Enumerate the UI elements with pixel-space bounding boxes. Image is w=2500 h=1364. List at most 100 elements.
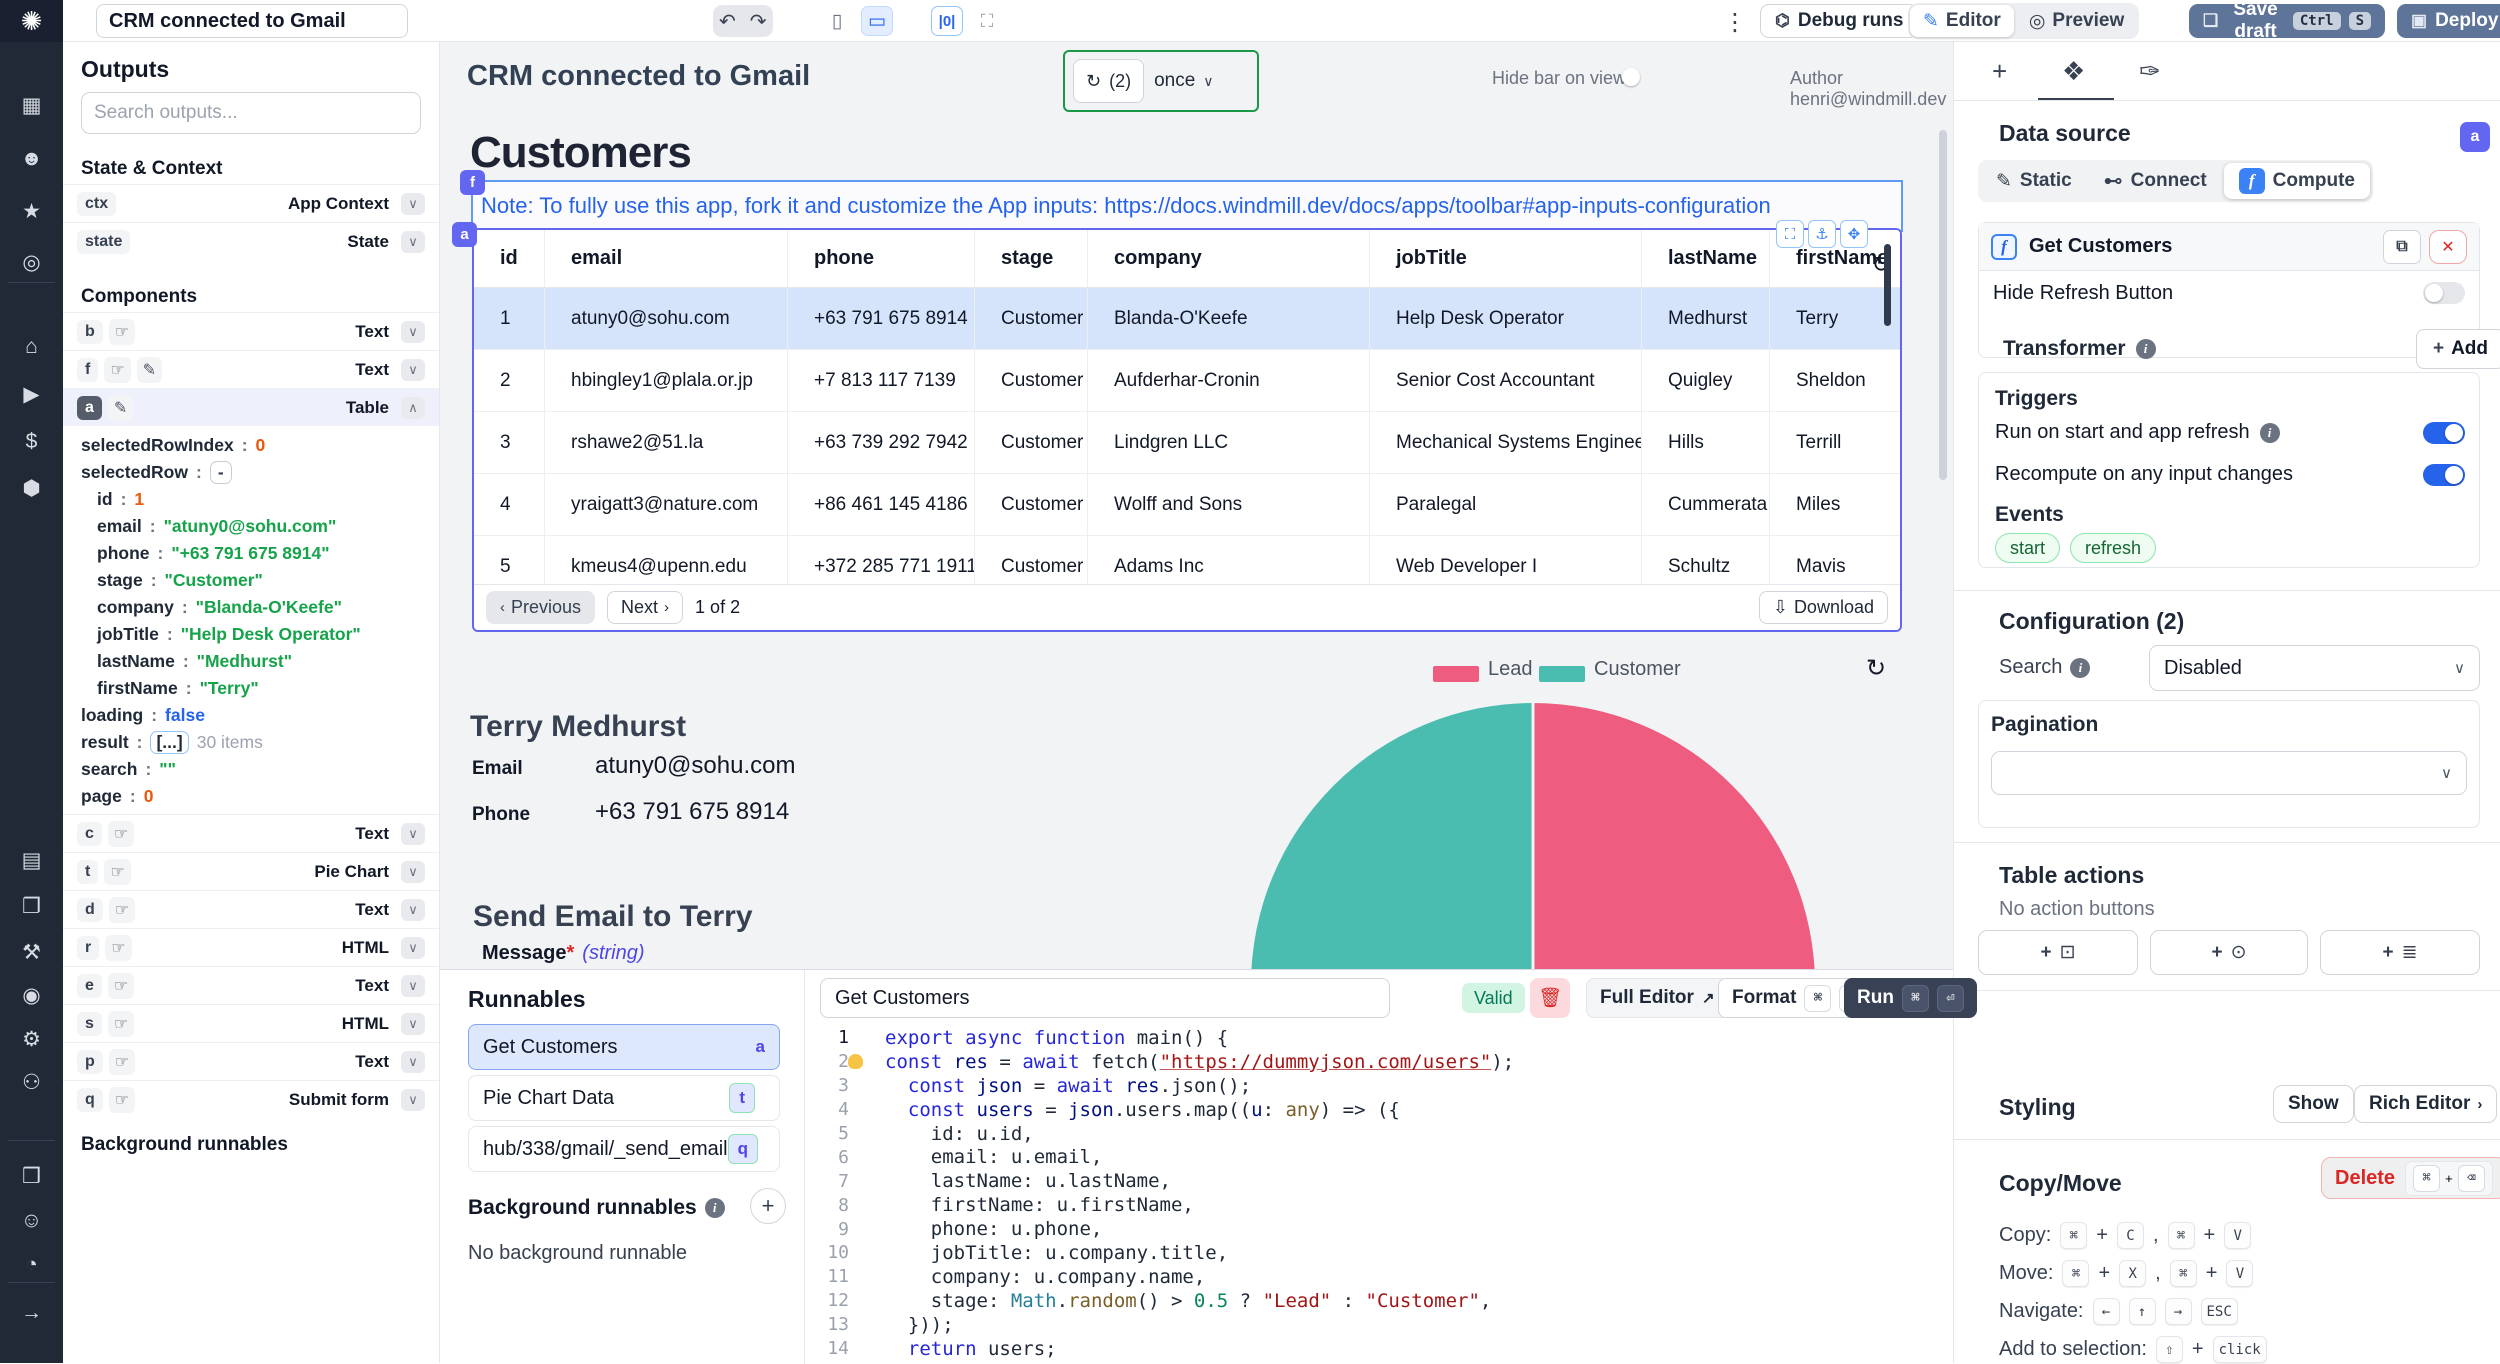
app-refresh-button[interactable]: ↻ (2) bbox=[1073, 59, 1145, 103]
column-header-firstName[interactable]: firstName bbox=[1796, 247, 1889, 269]
legend-swatch-customer[interactable] bbox=[1539, 666, 1585, 682]
runnable-item-q[interactable]: hub/338/gmail/_send_email q bbox=[468, 1126, 780, 1172]
output-tree-lastName[interactable]: lastName: "Medhurst" bbox=[97, 651, 293, 671]
legend-swatch-lead[interactable] bbox=[1433, 666, 1479, 682]
ai-robot-icon[interactable]: ⚇ bbox=[22, 1071, 41, 1094]
component-item-t[interactable]: t ☞ Pie Chart ∨ bbox=[63, 852, 439, 890]
hide-refresh-toggle[interactable] bbox=[2423, 282, 2465, 304]
canvas-scrollbar[interactable] bbox=[1939, 130, 1947, 480]
code-line[interactable]: 13 })); bbox=[805, 1313, 1953, 1337]
github-icon[interactable]: ◔ bbox=[25, 1253, 38, 1276]
component-item-b[interactable]: b ☞ Text ∨ bbox=[63, 312, 439, 350]
chevron-icon[interactable]: ∨ bbox=[401, 822, 425, 845]
chevron-icon[interactable]: ∨ bbox=[401, 860, 425, 883]
output-tree-company[interactable]: company: "Blanda-O'Keefe" bbox=[97, 597, 342, 617]
billing-dollar-icon[interactable]: $ bbox=[25, 430, 38, 453]
code-line[interactable]: 4 const users = json.users.map((u: any) … bbox=[805, 1098, 1953, 1122]
more-menu-icon[interactable]: ⋮ bbox=[1723, 9, 1747, 36]
code-line[interactable]: 1 export async function main() { bbox=[805, 1026, 1953, 1050]
component-item-s[interactable]: s ☞ HTML ∨ bbox=[63, 1004, 439, 1042]
state-item-ctx[interactable]: ctx App Context ∨ bbox=[63, 184, 439, 222]
chevron-icon[interactable]: ∨ bbox=[401, 358, 425, 381]
fullwidth-icon[interactable]: ⛶ bbox=[980, 10, 994, 31]
component-item-q[interactable]: q ☞ Submit form ∨ bbox=[63, 1080, 439, 1118]
settings-gear-icon[interactable]: ⚙ bbox=[22, 1028, 41, 1051]
state-item-state[interactable]: state State ∨ bbox=[63, 222, 439, 260]
output-tree-jobTitle[interactable]: jobTitle: "Help Desk Operator" bbox=[97, 624, 361, 644]
output-tree-result[interactable]: result: [...] 30 items bbox=[81, 731, 263, 754]
code-line[interactable]: 11 company: u.company.name, bbox=[805, 1265, 1953, 1289]
code-editor[interactable]: 1 export async function main() {2 const re… bbox=[805, 1026, 1953, 1364]
move-component-icon[interactable]: ✥ bbox=[1840, 220, 1868, 248]
code-line[interactable]: 10 jobTitle: u.company.title, bbox=[805, 1241, 1953, 1265]
tab-styling-brush-icon[interactable]: ✑ bbox=[2139, 56, 2161, 86]
column-header-phone[interactable]: phone bbox=[788, 230, 975, 287]
chevron-icon[interactable]: ∨ bbox=[401, 1012, 425, 1035]
desktop-view-icon[interactable]: ▭ bbox=[861, 6, 893, 36]
component-item-c[interactable]: c ☞ Text ∨ bbox=[63, 814, 439, 852]
output-tree-page[interactable]: page:0 bbox=[81, 786, 154, 806]
chevron-icon[interactable]: ∨ bbox=[401, 898, 425, 921]
expand-component-icon[interactable]: ⛶ bbox=[1776, 220, 1804, 248]
note-component-badge[interactable]: f bbox=[460, 170, 485, 195]
column-header-lastName[interactable]: lastName bbox=[1642, 230, 1770, 287]
next-page-button[interactable]: Next › bbox=[607, 591, 684, 624]
anchor-component-icon[interactable]: ⚓ bbox=[1808, 220, 1836, 248]
redo-icon[interactable]: ↷ bbox=[749, 10, 767, 33]
deploy-button[interactable]: ▣ Deploy ∨ bbox=[2397, 4, 2500, 38]
table-row[interactable]: 1 atuny0@sohu.com +63 791 675 8914 Customer… bbox=[474, 288, 1900, 350]
full-editor-button[interactable]: Full Editor ↗ bbox=[1586, 978, 1729, 1018]
chevron-icon[interactable]: ∨ bbox=[401, 1050, 425, 1073]
undo-icon[interactable]: ↶ bbox=[719, 10, 736, 33]
runs-play-icon[interactable]: ▶ bbox=[23, 383, 40, 406]
info-icon[interactable]: i bbox=[2070, 657, 2091, 678]
info-icon[interactable]: i bbox=[704, 1198, 725, 1218]
add-select-action-button[interactable]: + ≣ bbox=[2320, 930, 2480, 975]
groups-icon[interactable]: ◎ bbox=[22, 251, 41, 274]
chevron-icon[interactable]: ∨ bbox=[401, 936, 425, 959]
code-line[interactable]: 2 const res = await fetch("https://dummyj… bbox=[805, 1050, 1953, 1074]
table-row[interactable]: 4 yraigatt3@nature.com +86 461 145 4186 Cus… bbox=[474, 474, 1900, 536]
tab-settings-icon[interactable]: ❖ bbox=[2062, 56, 2086, 86]
code-line[interactable]: 9 phone: u.phone, bbox=[805, 1217, 1953, 1241]
run-button[interactable]: Run ⌘ ⏎ bbox=[1844, 978, 1977, 1018]
home-icon[interactable]: ⌂ bbox=[25, 335, 38, 358]
output-tree-selectedRowIndex[interactable]: selectedRowIndex:0 bbox=[81, 435, 266, 455]
runnable-row[interactable]: f Get Customers ⧉ ✕ bbox=[1979, 223, 2479, 271]
component-item-p[interactable]: p ☞ Text ∨ bbox=[63, 1042, 439, 1080]
workers-icon[interactable]: ⚒ bbox=[22, 941, 41, 964]
mode-static[interactable]: ✎ Static bbox=[1981, 163, 2087, 199]
stage-pie-chart[interactable] bbox=[1251, 703, 1815, 969]
output-tree-stage[interactable]: stage: "Customer" bbox=[97, 570, 263, 590]
resources-icon[interactable]: ⬢ bbox=[22, 477, 41, 500]
table-row[interactable]: 5 kmeus4@upenn.edu +372 285 771 1911 Custom… bbox=[474, 536, 1900, 588]
mobile-view-icon[interactable]: ▯ bbox=[831, 10, 843, 32]
code-line[interactable]: 14 return users; bbox=[805, 1337, 1953, 1361]
table-row[interactable]: 3 rshawe2@51.la +63 739 292 7942 Customer Li… bbox=[474, 412, 1900, 474]
component-item-e[interactable]: e ☞ Text ∨ bbox=[63, 966, 439, 1004]
chevron-down-icon[interactable]: ∨ bbox=[401, 192, 425, 215]
output-tree-email[interactable]: email: "atuny0@sohu.com" bbox=[97, 516, 337, 536]
column-header-stage[interactable]: stage bbox=[975, 230, 1088, 287]
pagination-select[interactable]: ∨ bbox=[1991, 751, 2467, 795]
output-tree-firstName[interactable]: firstName: "Terry" bbox=[97, 678, 259, 698]
component-item-a[interactable]: a ✎ Table ∧ bbox=[63, 388, 439, 426]
favorites-star-icon[interactable]: ★ bbox=[22, 200, 41, 223]
column-header-email[interactable]: email bbox=[545, 230, 788, 287]
audit-eye-icon[interactable]: ◉ bbox=[22, 984, 41, 1007]
tab-editor[interactable]: ✎ Editor bbox=[1910, 5, 2014, 37]
output-tree-selectedRow[interactable]: selectedRow: - bbox=[63, 459, 439, 486]
component-item-d[interactable]: d ☞ Text ∨ bbox=[63, 890, 439, 928]
output-tree-id[interactable]: id:1 bbox=[97, 489, 145, 509]
windmill-logo[interactable]: ✺ bbox=[0, 0, 63, 42]
download-button[interactable]: ⇩ Download bbox=[1758, 591, 1888, 624]
chevron-down-icon[interactable]: ∨ bbox=[401, 230, 425, 253]
code-line[interactable]: 6 email: u.email, bbox=[805, 1145, 1953, 1169]
info-icon[interactable]: i bbox=[2135, 339, 2156, 359]
code-line[interactable]: 7 lastName: u.lastName, bbox=[805, 1169, 1953, 1193]
table-scrollbar[interactable] bbox=[1884, 244, 1891, 326]
output-tree-phone[interactable]: phone: "+63 791 675 8914" bbox=[97, 543, 330, 563]
table-component-badge[interactable]: a bbox=[452, 222, 477, 247]
chevron-icon[interactable]: ∧ bbox=[401, 396, 425, 419]
docs-book-icon[interactable]: ❒ bbox=[22, 1165, 41, 1188]
